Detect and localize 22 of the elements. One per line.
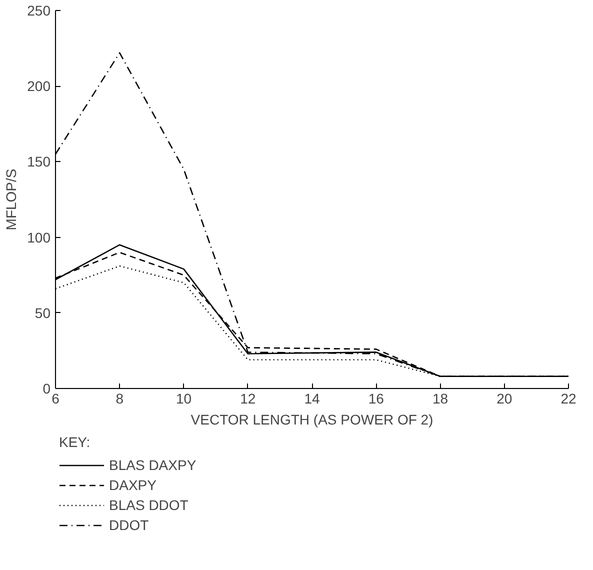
legend-label: BLAS DAXPY bbox=[109, 457, 196, 473]
y-tick-label: 150 bbox=[27, 154, 51, 170]
x-tick-label: 20 bbox=[496, 390, 512, 406]
x-tick-label: 22 bbox=[560, 390, 576, 406]
x-tick-label: 6 bbox=[52, 390, 60, 406]
x-tick-label: 16 bbox=[368, 390, 384, 406]
x-axis-title: VECTOR LENGTH (AS POWER OF 2) bbox=[190, 412, 434, 428]
legend-label: BLAS DDOT bbox=[109, 497, 188, 513]
x-tick-label: 18 bbox=[432, 390, 448, 406]
y-axis-title: MFLOP/S bbox=[3, 168, 20, 230]
y-tick-label: 100 bbox=[27, 229, 51, 246]
y-tick-label: 200 bbox=[27, 78, 51, 94]
x-tick-label: 10 bbox=[176, 390, 192, 406]
y-tick-label: 0 bbox=[42, 380, 51, 396]
x-tick-label: 14 bbox=[304, 390, 320, 406]
y-tick-label: 250 bbox=[27, 2, 51, 18]
legend-label: DAXPY bbox=[109, 477, 156, 493]
y-tick-label: 50 bbox=[34, 304, 51, 321]
legend-label: DDOT bbox=[109, 517, 149, 533]
x-tick-label: 12 bbox=[240, 390, 256, 406]
x-tick-label: 8 bbox=[116, 390, 124, 406]
legend-title: KEY: bbox=[59, 434, 92, 450]
